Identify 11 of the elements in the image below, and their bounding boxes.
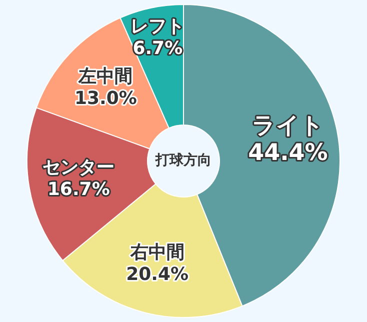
- slice-label: 右中間: [129, 242, 184, 263]
- data-label: 16.7%: [47, 178, 110, 200]
- data-label: 44.4%: [248, 140, 328, 166]
- slice-label: ライト: [252, 113, 324, 140]
- data-label: 13.0%: [74, 88, 137, 110]
- text: 打球方向: [154, 152, 212, 169]
- slice-label: 左中間: [78, 66, 133, 88]
- slice-label: センター: [42, 156, 115, 178]
- data-label: 6.7%: [132, 38, 183, 60]
- slice-label: レフト: [130, 16, 185, 38]
- data-label: 20.4%: [126, 264, 189, 285]
